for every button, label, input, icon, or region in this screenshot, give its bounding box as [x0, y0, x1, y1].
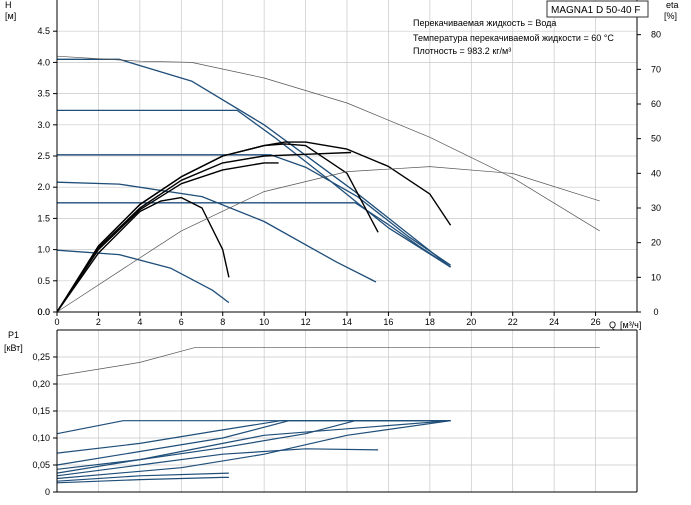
info-temperature: Температура перекачиваемой жидкости = 60…	[413, 33, 614, 43]
chart-title: MAGNA1 D 50-40 F	[551, 5, 640, 16]
y-tick-label: 0.5	[37, 276, 50, 286]
x-tick-label: 10	[259, 317, 269, 327]
y-tick-label: 3.0	[37, 120, 50, 130]
efficiency-curve	[56, 151, 352, 313]
power-curve	[56, 472, 229, 482]
x-tick-label: 16	[383, 317, 393, 327]
y2-tick-label: 0	[653, 307, 658, 317]
x-tick-label: 0	[54, 317, 59, 327]
power-y-tick-label: 0,20	[32, 379, 50, 389]
y-tick-label: 4.5	[37, 26, 50, 36]
y-tick-label: 2.5	[37, 151, 50, 161]
power-axis-unit: [кВт]	[4, 343, 23, 353]
power-curve	[56, 420, 451, 470]
y2-tick-label: 10	[651, 272, 661, 282]
power-y-tick-label: 0	[45, 487, 50, 497]
y-axis-unit: [м]	[5, 11, 16, 21]
power-curve	[56, 448, 379, 477]
title-box	[546, 0, 649, 18]
y-tick-label: 3.5	[37, 89, 50, 99]
power-y-tick-label: 0,15	[32, 406, 50, 416]
power-y-tick-label: 0,05	[32, 460, 50, 470]
y-tick-label: 2.0	[37, 182, 50, 192]
y2-tick-label: 70	[651, 64, 661, 74]
x-tick-label: 14	[342, 317, 352, 327]
power-curve	[56, 420, 451, 474]
y2-tick-label: 80	[651, 30, 661, 40]
y2-axis-label: eta	[666, 0, 679, 10]
upper-axes: 0 2 4 6 8 10 12 14 16 18 20 22 24 260.00.51.01.52.02.…	[37, 0, 661, 327]
x-tick-label: 22	[508, 317, 518, 327]
x-tick-label: 26	[591, 317, 601, 327]
power-y-tick-label: 0,10	[32, 433, 50, 443]
y-tick-label: 0.0	[37, 307, 50, 317]
y-tick-label: 0.0	[37, 307, 50, 317]
y2-tick-label: 40	[651, 168, 661, 178]
lower-axes: 0 0,05 0,10 0,15 0,20 0,25	[32, 329, 638, 497]
head-curve	[56, 181, 377, 283]
envelope-curve	[56, 55, 600, 232]
head-curve	[57, 202, 451, 268]
efficiency-curve	[56, 162, 279, 313]
upper-grid	[56, 0, 637, 313]
lower-grid	[56, 330, 637, 493]
info-density: Плотность = 983.2 кг/м³	[413, 46, 511, 56]
x-tick-label: 8	[220, 317, 225, 327]
envelope-curve	[56, 166, 600, 313]
x-axis-unit: [м³/ч]	[620, 320, 641, 330]
power-curve	[56, 420, 451, 435]
x-tick-label: 24	[549, 317, 559, 327]
x-tick-label: 20	[466, 317, 476, 327]
power-curve	[56, 420, 451, 466]
head-curve	[57, 154, 451, 266]
y-axis-label: H	[5, 0, 12, 10]
y-tick-label: 1.0	[37, 245, 50, 255]
power-curve	[56, 476, 229, 484]
info-liquid: Перекачиваемая жидкость = Вода	[413, 18, 556, 28]
y2-tick-label: 30	[651, 203, 661, 213]
power-curve	[56, 420, 451, 480]
efficiency-curve	[56, 196, 230, 313]
efficiency-curve	[56, 143, 379, 313]
lower-series	[56, 346, 600, 484]
x-tick-label: 2	[96, 317, 101, 327]
y-tick-label: 1.5	[37, 213, 50, 223]
x-tick-label: 12	[301, 317, 311, 327]
head-curve	[57, 109, 451, 268]
y-tick-label: 4.0	[37, 57, 50, 67]
x-tick-label: 6	[179, 317, 184, 327]
x-tick-label: 18	[425, 317, 435, 327]
y2-axis-unit: [%]	[664, 11, 677, 21]
upper-series	[56, 55, 600, 313]
power-axis-label: P1	[8, 330, 19, 340]
y2-tick-label: 50	[651, 134, 661, 144]
power-curve	[56, 346, 600, 377]
y2-tick-label: 60	[651, 99, 661, 109]
x-axis-label: Q	[609, 320, 616, 330]
power-y-tick-label: 0,25	[32, 352, 50, 362]
y2-tick-label: 20	[651, 238, 661, 248]
x-tick-label: 4	[137, 317, 142, 327]
